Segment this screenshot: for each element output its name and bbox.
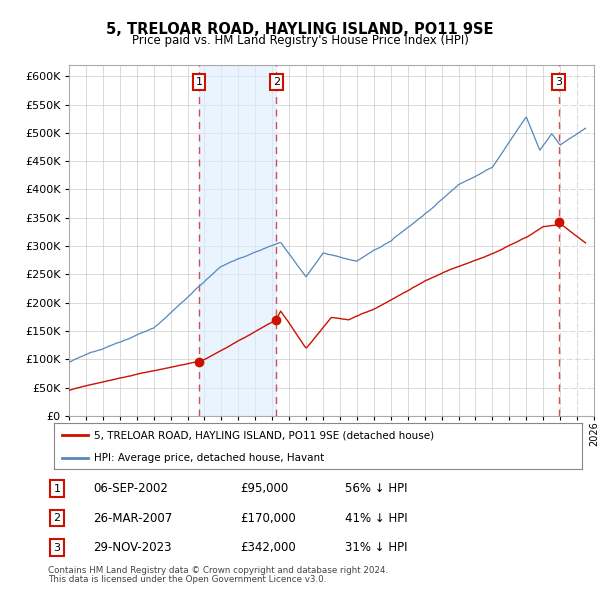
Text: 31% ↓ HPI: 31% ↓ HPI <box>345 541 407 554</box>
Text: £170,000: £170,000 <box>240 512 296 525</box>
Text: This data is licensed under the Open Government Licence v3.0.: This data is licensed under the Open Gov… <box>48 575 326 584</box>
Text: HPI: Average price, detached house, Havant: HPI: Average price, detached house, Hava… <box>94 453 324 463</box>
Text: 1: 1 <box>53 484 61 493</box>
Text: 3: 3 <box>555 77 562 87</box>
Text: 1: 1 <box>196 77 203 87</box>
Text: £95,000: £95,000 <box>240 482 288 495</box>
Text: 56% ↓ HPI: 56% ↓ HPI <box>345 482 407 495</box>
Text: 26-MAR-2007: 26-MAR-2007 <box>93 512 172 525</box>
Text: 29-NOV-2023: 29-NOV-2023 <box>93 541 172 554</box>
Text: Price paid vs. HM Land Registry's House Price Index (HPI): Price paid vs. HM Land Registry's House … <box>131 34 469 47</box>
Text: £342,000: £342,000 <box>240 541 296 554</box>
Text: 2: 2 <box>272 77 280 87</box>
Text: Contains HM Land Registry data © Crown copyright and database right 2024.: Contains HM Land Registry data © Crown c… <box>48 566 388 575</box>
Text: 5, TRELOAR ROAD, HAYLING ISLAND, PO11 9SE: 5, TRELOAR ROAD, HAYLING ISLAND, PO11 9S… <box>106 22 494 37</box>
Bar <box>199 65 276 416</box>
Text: 3: 3 <box>53 543 61 552</box>
Bar <box>559 65 594 416</box>
Text: 5, TRELOAR ROAD, HAYLING ISLAND, PO11 9SE (detached house): 5, TRELOAR ROAD, HAYLING ISLAND, PO11 9S… <box>94 431 434 441</box>
Text: 06-SEP-2002: 06-SEP-2002 <box>93 482 168 495</box>
Text: 41% ↓ HPI: 41% ↓ HPI <box>345 512 407 525</box>
Text: 2: 2 <box>53 513 61 523</box>
